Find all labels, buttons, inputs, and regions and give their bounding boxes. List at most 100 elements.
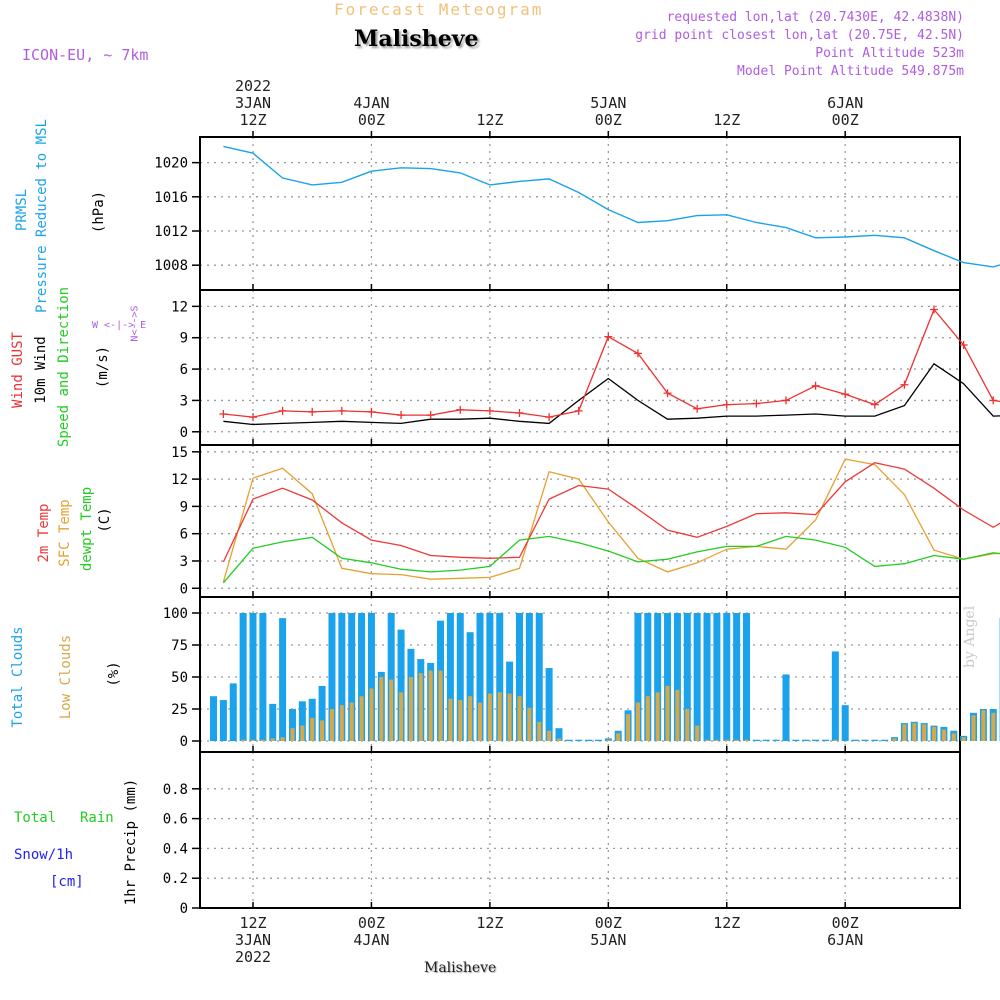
- low-cloud-bar: [408, 677, 413, 741]
- low-cloud-bar: [912, 723, 917, 741]
- precip-cm-label: [cm]: [50, 874, 84, 890]
- bottom-hour-label: 00Z: [594, 914, 622, 932]
- sfc-temp-line: [222, 458, 1000, 583]
- total-cloud-bar: [298, 701, 306, 741]
- ytick-label-1-3: 9: [180, 331, 188, 347]
- total-cloud-bar: [812, 739, 820, 741]
- total-cloud-bar: [545, 668, 553, 741]
- total-cloud-bar: [762, 739, 770, 741]
- low-cloud-bar: [369, 688, 374, 741]
- top-time-label: 12Z: [450, 95, 530, 129]
- low-cloud-bar: [665, 685, 670, 741]
- total-cloud-bar: [772, 739, 780, 741]
- total-cloud-bar: [328, 613, 336, 741]
- ytick-label-1-1: 3: [180, 393, 188, 409]
- ytick-label-3-3: 75: [171, 638, 188, 654]
- wind-gust-marker: [574, 406, 583, 415]
- top-time-label: 5JAN 00Z: [568, 95, 648, 129]
- ytick-label-0-3: 1020: [154, 156, 188, 172]
- total-cloud-bar: [496, 613, 504, 741]
- low-cloud-bar: [961, 737, 966, 741]
- low-cloud-bar: [438, 670, 443, 741]
- total-cloud-bar: [555, 728, 563, 741]
- low-cloud-bar: [705, 739, 710, 741]
- low-cloud-bar: [655, 692, 660, 741]
- low-cloud-bar: [932, 726, 937, 741]
- temp-2m-line: [222, 462, 1000, 563]
- low-cloud-bar: [270, 738, 275, 741]
- total-cloud-bar: [683, 613, 691, 741]
- ytick-label-4-1: 0.2: [163, 871, 188, 887]
- total-cloud-bar: [594, 739, 602, 741]
- location-title: Malisheve: [354, 26, 479, 52]
- total-cloud-bar: [723, 613, 731, 741]
- total-cloud-bar: [535, 613, 543, 741]
- grid-point-coords: grid point closest lon,lat (20.75E, 42.5…: [635, 28, 964, 43]
- low-cloud-bar: [981, 710, 986, 741]
- wind-gust-marker: [308, 407, 317, 416]
- low-cloud-bar: [951, 733, 956, 741]
- wind-gust-marker: [989, 396, 998, 405]
- wind-gust-marker: [781, 396, 790, 405]
- wind-gust-marker: [249, 413, 257, 422]
- wind-gust-marker: [604, 332, 613, 341]
- wind-gust-marker: [870, 400, 879, 409]
- total-cloud-bar: [387, 613, 395, 741]
- low-cloud-bar: [537, 721, 542, 741]
- wind-gust-marker: [959, 341, 968, 350]
- top-hour-label: 12Z: [476, 111, 504, 129]
- low-cloud-bar: [458, 700, 463, 741]
- total-cloud-bar: [792, 739, 800, 741]
- bottom-date-label: 6JAN: [827, 931, 864, 949]
- bottom-hour-label: 00Z: [831, 914, 859, 932]
- total-cloud-bar: [249, 613, 257, 741]
- low-cloud-bar: [517, 696, 522, 741]
- low-cloud-bar: [695, 725, 700, 741]
- total-cloud-bar: [446, 613, 454, 741]
- low-cloud-bar: [310, 717, 315, 741]
- precip-snow-label: Snow/1h: [14, 847, 74, 863]
- wind-gust-marker: [485, 406, 494, 415]
- ytick-label-2-2: 6: [180, 527, 188, 543]
- total-cloud-bar: [831, 651, 839, 741]
- ytick-label-4-2: 0.4: [163, 841, 188, 857]
- ytick-label-1-0: 0: [180, 425, 188, 441]
- total-cloud-bar: [752, 739, 760, 741]
- low-cloud-bar: [349, 702, 354, 741]
- top-time-label: 4JAN 00Z: [331, 95, 411, 129]
- low-cloud-bar: [260, 739, 265, 741]
- total-cloud-bar: [634, 613, 642, 741]
- wind-gust-marker: [900, 380, 909, 389]
- top-year-label: 2022: [234, 77, 272, 95]
- wind-gust-marker: [752, 399, 761, 408]
- panel-frame-0: [199, 136, 961, 291]
- total-cloud-bar: [269, 703, 277, 741]
- top-time-label: 12Z: [687, 95, 767, 129]
- total-cloud-bar: [367, 613, 375, 741]
- top-hour-label: 00Z: [594, 111, 622, 129]
- ytick-label-2-3: 9: [180, 499, 188, 515]
- forecast-title: Forecast Meteogram: [334, 0, 544, 19]
- low-cloud-bar: [527, 707, 532, 741]
- total-cloud-bar: [338, 613, 346, 741]
- total-cloud-bar: [664, 613, 672, 741]
- total-cloud-bar: [515, 613, 523, 741]
- ytick-label-2-1: 3: [180, 554, 188, 570]
- bottom-date-label: 3JAN: [234, 931, 272, 949]
- total-cloud-bar: [565, 739, 573, 741]
- top-date-label: 6JAN: [827, 94, 864, 112]
- total-cloud-bar: [219, 700, 227, 741]
- ytick-label-0-1: 1012: [154, 224, 188, 240]
- bottom-time-label: 12Z: [450, 915, 530, 966]
- top-date-label: 5JAN: [590, 94, 627, 112]
- wind-speed-line: [223, 362, 1000, 426]
- total-cloud-bar: [802, 739, 810, 741]
- precip-rain-label: Rain: [80, 810, 114, 826]
- low-cloud-bar: [744, 739, 749, 741]
- low-cloud-bar: [399, 692, 404, 741]
- wind-gust-marker: [456, 405, 465, 414]
- total-cloud-bar: [210, 696, 218, 741]
- ytick-label-2-0: 0: [180, 581, 188, 597]
- total-cloud-bar: [703, 613, 711, 741]
- bottom-hour-label: 12Z: [239, 914, 267, 932]
